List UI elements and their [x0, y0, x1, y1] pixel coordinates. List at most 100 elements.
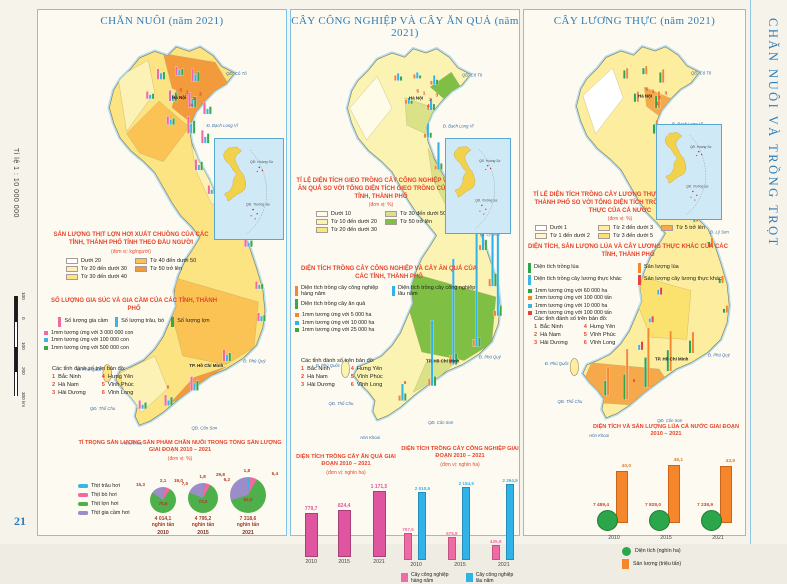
province-name: Hưng Yên [356, 366, 383, 372]
pie-slice-value: 73,0 [198, 499, 208, 505]
pie-total-value: 7 318,6 [239, 515, 257, 522]
legend-class-item: Dưới 20 [65, 257, 127, 264]
vietnam-map-food-crops: QĐ. Cô TôĐ. Bạch Long VĩĐ. Cồn CỏĐ. Lý S… [532, 32, 744, 456]
legend-symbol-item: Sản lượng cây lương thực khác [637, 274, 728, 285]
pie-total-unit: nghìn tấn [236, 521, 260, 528]
chart-legend-item: Cây công nghiệp lâu năm [465, 572, 519, 584]
svg-text:QĐ. Cô Tô: QĐ. Cô Tô [691, 70, 712, 75]
bar-value: 2 010,5 [414, 486, 431, 492]
svg-text:Đ. Phú Quốc: Đ. Phú Quốc [545, 361, 570, 366]
svg-text:Đ. Bạch Long Vĩ: Đ. Bạch Long Vĩ [207, 123, 239, 128]
bar [447, 536, 456, 560]
pie-chart-row: Thịt trâu hơi Thịt bò hơi Thịt lợn hơi Thịt… [78, 466, 282, 536]
islands-inset-map: QĐ. Hoàng Sa QĐ. Trường Sa [445, 138, 511, 234]
symbol-bar-swatch [528, 262, 531, 273]
pie-legend-swatch [78, 501, 88, 506]
bar [404, 532, 412, 560]
legend-title: SỐ LƯỢNG GIA SÚC VÀ GIA CẦM CỦA CÁC TỈNH… [50, 298, 218, 312]
svg-text:Hà Nội: Hà Nội [638, 94, 652, 99]
pie-total-label: 7 318,6 nghìn tấn [237, 516, 260, 529]
legend-class-item: Từ 20 đến dưới 30 [315, 227, 377, 234]
pie-slice-value: 1,8 [243, 467, 251, 473]
panel-livestock-title: CHĂN NUÔI (năm 2021) [100, 15, 224, 27]
svg-text:1: 1 [423, 90, 426, 96]
svg-text:6: 6 [404, 380, 407, 386]
bar-year-label: 2015 [338, 558, 350, 565]
class-label: Từ 30 đến dưới 40 [80, 273, 127, 280]
scale-color-swatch [44, 338, 48, 343]
class-color-swatch [65, 265, 78, 272]
scale-text: 1mm tương ứng với 10 000 ha [535, 302, 608, 309]
pie-chart: 29,8 1,8 6,4 62,0 [216, 468, 278, 513]
class-label: Từ 10 đến dưới 20 [330, 219, 377, 226]
scale-bar-tick: 100 [21, 342, 26, 350]
bar [337, 510, 351, 557]
production-legend-swatch [622, 558, 629, 569]
svg-text:QĐ. Thổ Chu: QĐ. Thổ Chu [90, 406, 116, 411]
scale-color-swatch [528, 303, 532, 308]
class-label: Từ 30 đến dưới 50 [400, 211, 447, 218]
svg-text:4: 4 [190, 103, 193, 109]
province-item: 5 Vĩnh Phúc [102, 382, 134, 388]
symbol-label: Số lượng trâu, bò [121, 318, 165, 325]
pie-chart: 15,3 2,1 7,0 75,6 [136, 478, 188, 513]
scale-bar-segment [15, 322, 17, 347]
svg-text:QĐ. Thổ Chu: QĐ. Thổ Chu [328, 401, 354, 406]
province-number: 5 [350, 374, 354, 380]
province-item: 4 Hưng Yên [584, 324, 616, 330]
class-color-swatch [135, 265, 147, 272]
scale-lines: 1mm tương ứng với 3 000 000 con 1mm tương… [44, 330, 224, 351]
scale-line: 1mm tương ứng với 10 000 ha [528, 303, 728, 309]
svg-text:4: 4 [427, 103, 430, 109]
pie-slice-value: 15,3 [136, 481, 145, 487]
scale-line: 1mm tương ứng với 60 000 ha [528, 288, 728, 294]
islands-inset-map: QĐ. Hoàng Sa QĐ. Trường Sa [656, 124, 722, 220]
class-color-swatch [135, 257, 147, 264]
bar-pair: 676,8 2 154,5 [446, 481, 474, 560]
pie-chart-title: TỈ TRỌNG SẢN LƯỢNG SẢN PHẨM CHĂN NUÔI TR… [78, 440, 282, 454]
area-circle [649, 509, 670, 531]
series-bar: 797,6 [402, 527, 414, 560]
panel-food-crops-title: CÂY LƯƠNG THỰC (năm 2021) [553, 15, 716, 27]
svg-text:6: 6 [633, 378, 636, 384]
pie-total-label: 4 795,2 nghìn tấn [192, 516, 215, 529]
provinces-heading: Các tỉnh đánh số trên bản đồ: [301, 358, 375, 364]
rice-year-label: 2010 [608, 534, 620, 541]
scale-text: 1mm tương ứng với 5 000 ha [302, 312, 372, 319]
symbol-label: Sản lượng lúa [643, 264, 679, 271]
scale-text: 1mm tương ứng với 100 000 con [51, 337, 129, 344]
symbol-label: Số lượng lợn [177, 318, 210, 325]
symbol-bar-swatch [528, 274, 531, 285]
scale-bar-tick: 200 [21, 367, 26, 375]
provinces-grid: 1 Bắc Ninh 2 Hà Nam 3 Hải Dương 4 Hưng Yên 5 Vĩnh… [534, 324, 694, 346]
class-label: Dưới 20 [80, 257, 101, 264]
legend-symbol-items: Số lượng gia cầm Số lượng trâu, bò Số lượn… [44, 316, 224, 327]
production-bar [616, 471, 628, 523]
bar-value: 676,8 [446, 530, 458, 536]
symbol-bar-swatch [171, 316, 175, 327]
legend-title: DIỆN TÍCH, SẢN LƯỢNG LÚA VÀ CÂY LƯƠNG TH… [528, 244, 728, 258]
bar [372, 490, 386, 557]
scale-color-swatch [295, 328, 299, 333]
scale-color-swatch [295, 313, 299, 318]
production-value: 40,0 [621, 464, 631, 470]
vietnam-map-industrial-crops: QĐ. Cô TôĐ. Bạch Long VĩĐ. Cồn CỏĐ. Lý S… [303, 34, 515, 458]
legend-class-item: Từ 50 trở lên [385, 219, 446, 226]
area-legend-swatch [622, 546, 631, 556]
bar-value: 824,4 [337, 503, 351, 510]
scale-text: 1mm tương ứng với 3 000 000 con [51, 329, 134, 336]
pie-slice-value: 62,0 [243, 496, 253, 502]
svg-text:1: 1 [186, 90, 189, 96]
bar-year-label: 2010 [410, 561, 422, 568]
scale-text: 1mm tương ứng với 100 000 tấn [535, 295, 612, 302]
svg-text:QĐ. Hoàng Sa: QĐ. Hoàng Sa [250, 160, 273, 164]
symbol-bar-swatch [637, 262, 641, 273]
province-name: Hải Dương [307, 382, 335, 388]
scale-line: 1mm tương ứng với 100 000 tấn [528, 295, 728, 301]
production-value: 43,9 [725, 459, 735, 465]
scale-color-swatch [528, 311, 532, 316]
panel-livestock: CHĂN NUÔI (năm 2021) QĐ. Cô Tô Đ. Bạch Lo… [37, 9, 287, 536]
area-value: 7 238,9 [697, 502, 714, 508]
symbol-label: Sản lượng cây lương thực khác [643, 276, 722, 283]
rice-legend-label: Sản lượng (triệu tấn) [633, 560, 682, 567]
